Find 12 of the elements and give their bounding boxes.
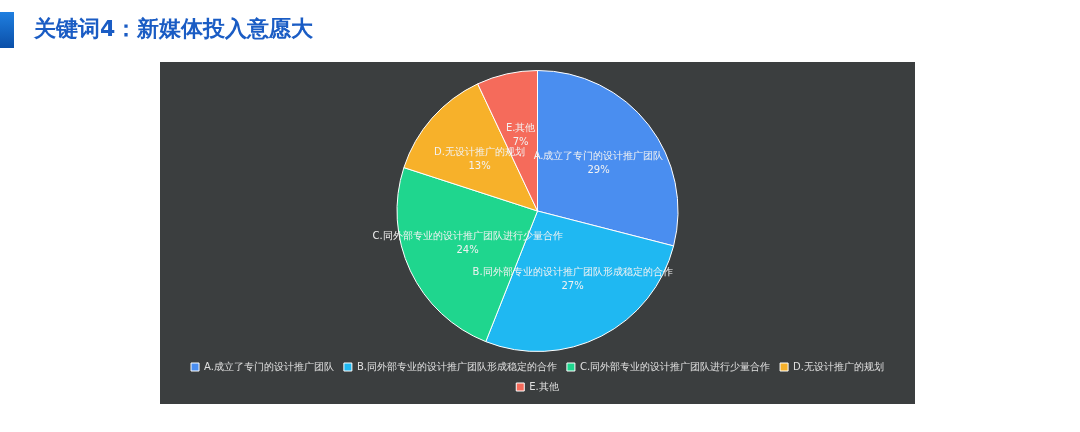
slice-label: E.其他 bbox=[505, 122, 536, 134]
data-label: 27% bbox=[561, 280, 584, 292]
legend-label: A.成立了专门的设计推广团队 bbox=[204, 360, 334, 372]
data-label: 24% bbox=[456, 244, 479, 256]
legend-label: B.同外部专业的设计推广团队形成稳定的合作 bbox=[356, 360, 557, 372]
chart-title: 关键词4：新媒体投入意愿大 bbox=[34, 15, 314, 43]
data-label: 7% bbox=[512, 136, 529, 148]
data-label: 13% bbox=[468, 160, 491, 172]
legend-label: E.其他 bbox=[529, 380, 559, 392]
legend-label: D.无设计推广的规划 bbox=[793, 360, 884, 372]
data-label: 29% bbox=[587, 164, 610, 176]
legend-label: C.同外部专业的设计推广团队进行少量合作 bbox=[579, 360, 771, 372]
